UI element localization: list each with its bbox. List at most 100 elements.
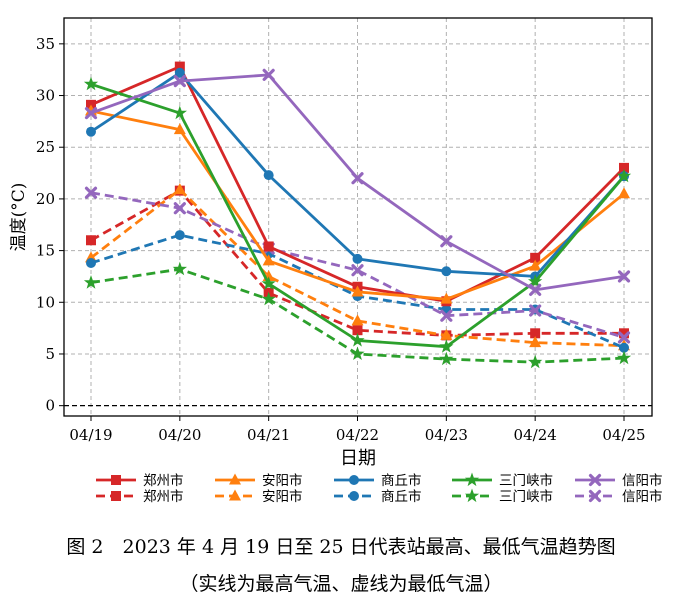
data-point [351, 314, 364, 326]
data-point [173, 123, 186, 135]
legend-marker [588, 473, 602, 487]
data-point [350, 333, 365, 347]
data-point [262, 68, 275, 81]
data-point [529, 304, 542, 317]
legend-label: 郑州市 [143, 488, 184, 505]
data-point [441, 266, 452, 277]
data-point [619, 342, 629, 353]
y-tick-label: 25 [36, 138, 55, 156]
series-min-3 [83, 261, 632, 369]
y-tick-label: 20 [36, 190, 55, 208]
data-point [351, 264, 364, 277]
y-tick-label: 35 [36, 35, 55, 53]
data-point [86, 235, 96, 246]
legend-label: 安阳市 [262, 472, 303, 489]
legend-item: 三门峡市 [452, 488, 553, 505]
y-tick-label: 10 [36, 293, 55, 311]
data-point [352, 253, 363, 264]
legend-marker [464, 472, 480, 487]
data-point [617, 270, 631, 283]
data-point [440, 328, 453, 340]
data-point [172, 105, 187, 120]
data-point [350, 346, 365, 360]
data-point [529, 259, 542, 271]
data-point [618, 187, 630, 199]
data-point [86, 126, 96, 137]
legend-marker [229, 489, 241, 501]
legend-label: 安阳市 [262, 488, 303, 505]
data-point [262, 254, 275, 266]
data-point [172, 261, 187, 276]
data-point [352, 325, 363, 336]
data-point [528, 274, 543, 288]
legend-marker [111, 491, 121, 501]
data-point [351, 172, 364, 185]
legend-item: 信阳市 [575, 488, 663, 505]
series-group [83, 61, 632, 369]
data-point [530, 328, 541, 339]
x-axis-ticks: 04/19 04/20 04/21 04/22 04/23 04/24 04/25 [69, 416, 646, 444]
x-tick-label: 04/25 [602, 426, 645, 444]
figure-caption-note: （实线为最高气温、虚线为最低气温） [179, 573, 503, 595]
legend-item: 安阳市 [215, 488, 303, 505]
data-point [528, 354, 543, 369]
legend-item: 商丘市 [334, 488, 422, 505]
x-tick-label: 04/24 [514, 426, 557, 444]
y-tick-label: 0 [45, 397, 55, 415]
data-point [84, 107, 98, 120]
legend-label: 商丘市 [381, 488, 422, 505]
data-point [83, 76, 99, 91]
y-axis-label: 温度(°C) [9, 183, 29, 252]
legend-item: 三门峡市 [452, 472, 553, 489]
series-max-4 [84, 68, 631, 296]
data-point [261, 276, 276, 290]
data-point [439, 339, 454, 353]
data-point [263, 170, 274, 181]
data-point [263, 241, 274, 252]
data-point [173, 183, 186, 195]
data-point [173, 202, 186, 215]
legend-marker [588, 489, 602, 503]
x-tick-label: 04/19 [69, 426, 112, 444]
legend-item: 信阳市 [575, 472, 663, 489]
data-point [174, 61, 185, 72]
legend-label: 三门峡市 [499, 488, 553, 505]
x-tick-label: 04/20 [158, 426, 201, 444]
x-tick-label: 04/22 [336, 426, 379, 444]
legend-label: 信阳市 [622, 472, 663, 489]
legend-marker [229, 473, 241, 485]
legend-marker [111, 475, 121, 485]
data-point [529, 336, 542, 348]
data-point [86, 258, 96, 269]
legend-marker [349, 491, 359, 501]
data-point [530, 252, 541, 263]
legend-item: 郑州市 [96, 472, 184, 489]
data-point [440, 235, 453, 248]
data-point [617, 331, 631, 344]
data-point [351, 285, 364, 297]
legend-item: 商丘市 [334, 472, 422, 489]
data-point [83, 275, 99, 289]
data-point [529, 283, 542, 296]
data-point [619, 328, 629, 339]
data-point [616, 168, 632, 183]
legend-item: 郑州市 [96, 488, 184, 505]
x-tick-label: 04/23 [425, 426, 468, 444]
data-point [440, 292, 453, 304]
line-chart: 0 5 10 15 20 25 30 35 04/19 04/20 04/21 04/22 04/23… [9, 17, 663, 505]
x-tick-label: 04/21 [247, 426, 290, 444]
y-tick-label: 30 [36, 87, 55, 105]
data-point [173, 74, 186, 88]
data-point [84, 186, 98, 199]
legend-marker [349, 475, 359, 485]
legend-label: 郑州市 [143, 472, 184, 489]
y-tick-label: 15 [36, 242, 55, 260]
data-point [439, 351, 454, 366]
data-point [619, 162, 629, 173]
legend-item: 安阳市 [215, 472, 303, 489]
y-tick-label: 5 [45, 345, 55, 363]
legend-marker [464, 488, 480, 503]
legend-label: 三门峡市 [499, 472, 553, 489]
data-point [616, 350, 632, 365]
